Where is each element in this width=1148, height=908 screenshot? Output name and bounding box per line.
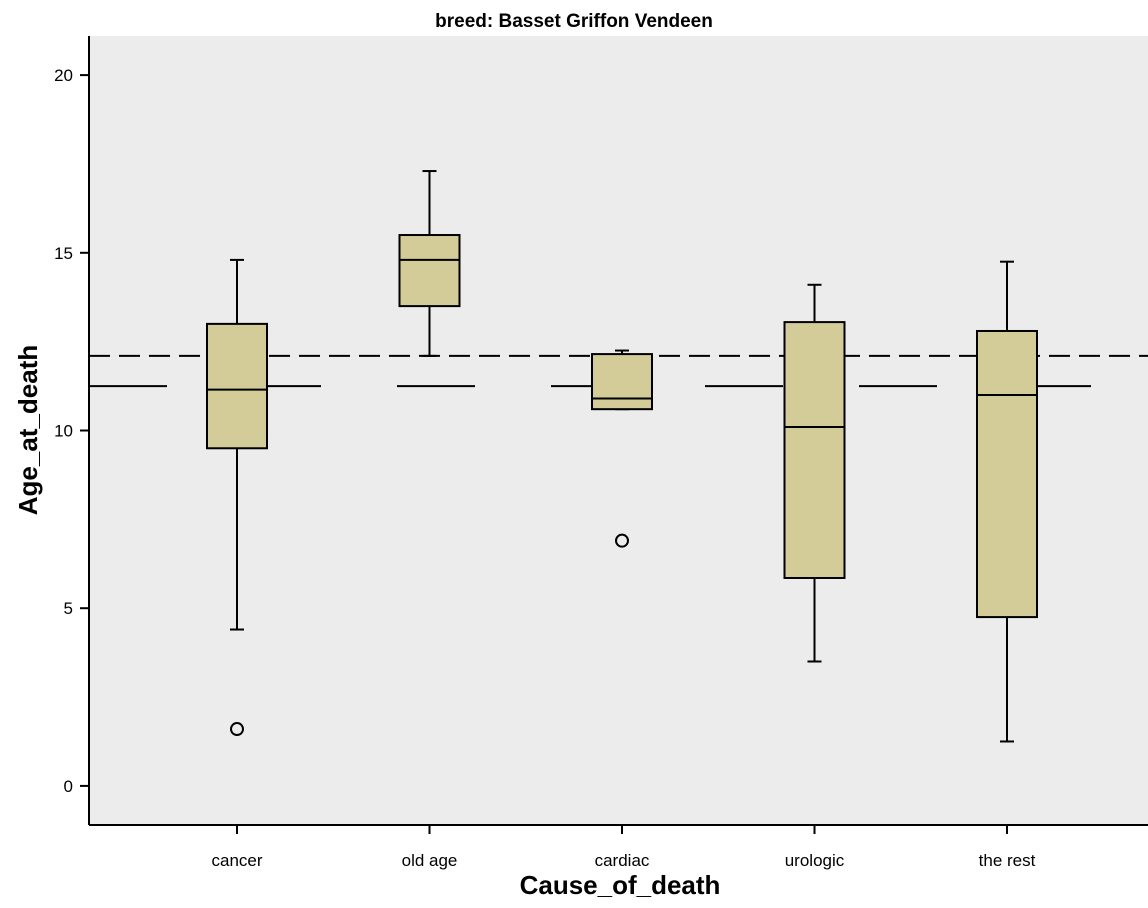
y-tick-label: 20: [54, 66, 73, 85]
x-tick-label: urologic: [785, 851, 845, 870]
x-tick-label: the rest: [979, 851, 1036, 870]
box-old-age: [398, 170, 461, 357]
y-tick-label: 0: [64, 777, 73, 796]
iqr-box: [398, 234, 461, 308]
x-tick-label: old age: [402, 851, 458, 870]
outlier-point: [230, 722, 244, 737]
iqr-box: [591, 353, 653, 411]
box-the-rest: [976, 260, 1038, 743]
y-axis-title: Age_at_death: [13, 345, 43, 516]
y-tick-label: 10: [54, 422, 73, 441]
y-tick-label: 5: [64, 599, 73, 618]
x-axis-title: Cause_of_death: [520, 870, 721, 900]
axes: 0 5 10 15 20 cancer old age cardiac urologic the …: [54, 36, 1148, 870]
outlier-point: [615, 533, 629, 548]
x-tick-label: cancer: [211, 851, 262, 870]
iqr-box: [206, 322, 268, 450]
iqr-box: [976, 329, 1038, 619]
box-series: [206, 170, 1038, 743]
x-tick-label: cardiac: [595, 851, 650, 870]
chart-title: breed: Basset Griffon Vendeen: [435, 11, 713, 32]
box-urologic: [783, 283, 846, 663]
iqr-box: [783, 321, 846, 579]
y-tick-label: 15: [54, 244, 73, 263]
box-cardiac: [591, 349, 653, 548]
box-cancer: [206, 258, 268, 737]
